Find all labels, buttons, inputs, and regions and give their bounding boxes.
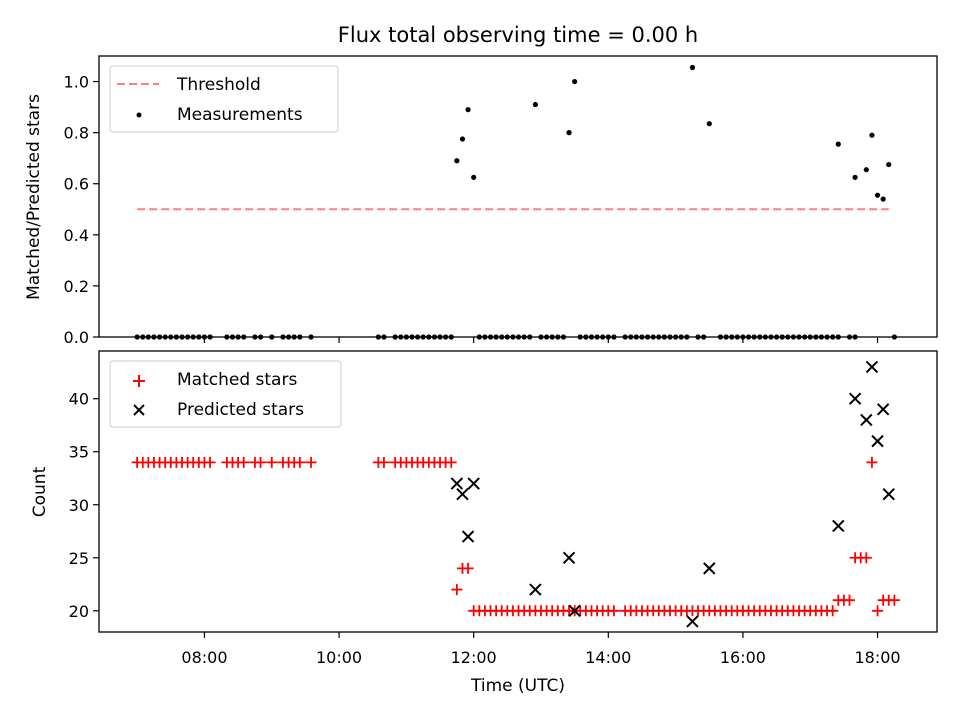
ratio-panel: 0.0 0.2 0.4 0.6 0.8 1.0 Matched/Predicted sta… [24, 55, 938, 347]
ratio-y-tick-label: 0.0 [64, 328, 89, 347]
threshold-legend-label: Threshold [176, 75, 261, 95]
ratio-axes-frame [98, 55, 938, 338]
matched-star-point [305, 456, 317, 468]
measurement-point [566, 130, 572, 136]
predicted-star-point [562, 551, 576, 564]
count-plot-area [131, 360, 900, 628]
matched-star-point [378, 456, 390, 468]
chart-title: Flux total observing time = 0.00 h [338, 23, 698, 47]
x-tick-label: 14:00 [585, 648, 631, 667]
predicted-star-point [832, 519, 845, 533]
matched-star-point [827, 605, 839, 617]
ratio-axes-ticks: 0.0 0.2 0.4 0.6 0.8 1.0 [64, 73, 879, 347]
predicted-legend-swatch [133, 404, 145, 416]
ratio-legend-box [109, 65, 339, 133]
matched-legend-label: Matched stars [177, 370, 297, 390]
matched-star-point [255, 456, 267, 468]
measurement-point [706, 121, 712, 127]
measurement-point [471, 174, 477, 180]
matched-star-point [445, 456, 457, 468]
count-y-tick-label: 20 [69, 602, 89, 621]
count-y-tick-label: 30 [69, 496, 89, 515]
predicted-star-point [568, 604, 581, 617]
ratio-y-tick-label: 0.2 [64, 277, 89, 296]
predicted-star-point [848, 392, 862, 405]
x-tick-label: 18:00 [854, 648, 900, 667]
count-panel: 20 25 30 35 40 08:00 10:00 12:00 14:00 16:00 18:00… [30, 350, 938, 696]
predicted-star-point [450, 477, 464, 490]
count-y-tick-label: 35 [69, 443, 89, 462]
matched-star-point [888, 594, 900, 606]
ratio-y-axis-label: Matched/Predicted stars [24, 94, 44, 300]
predicted-star-point [686, 615, 699, 628]
x-tick-label: 08:00 [181, 648, 227, 667]
matched-star-point [860, 552, 872, 564]
measurement-point [874, 192, 881, 198]
matched-star-point [204, 456, 216, 468]
count-y-tick-label: 40 [69, 390, 89, 409]
count-legend: Matched stars Predicted stars [109, 360, 342, 428]
matched-star-point [608, 605, 620, 617]
measurement-point [459, 136, 466, 142]
measurements-legend-label: Measurements [177, 105, 303, 125]
predicted-star-point [461, 530, 475, 543]
measurements-legend-swatch [136, 112, 142, 118]
matched-star-point [462, 562, 474, 574]
predicted-star-point [876, 403, 890, 416]
ratio-y-tick-label: 1.0 [64, 73, 89, 92]
measurement-point [572, 78, 578, 85]
matched-star-point [294, 456, 306, 468]
matched-star-point [451, 584, 463, 596]
predicted-legend-label: Predicted stars [177, 400, 304, 420]
measurement-point [454, 158, 460, 164]
measurement-point [863, 167, 869, 173]
measurement-point [835, 141, 841, 147]
predicted-star-point [529, 583, 542, 596]
x-axis-label: Time (UTC) [470, 676, 565, 696]
matched-star-point [843, 594, 855, 606]
x-tick-label: 10:00 [316, 648, 362, 667]
measurement-point [880, 196, 886, 202]
measurement-point [869, 132, 875, 138]
predicted-star-point [882, 487, 895, 501]
predicted-star-point [467, 477, 480, 490]
x-tick-label: 16:00 [720, 648, 766, 667]
matched-star-point [238, 456, 250, 468]
count-legend-box [109, 360, 342, 428]
measurement-point [532, 101, 538, 108]
matched-star-point [866, 456, 878, 468]
count-y-axis-label: Count [30, 466, 50, 517]
matched-star-point [872, 605, 884, 617]
count-axes-ticks: 20 25 30 35 40 08:00 10:00 12:00 14:00 16:00 18:00 [69, 390, 901, 667]
predicted-star-point [456, 487, 469, 501]
count-axes-frame [98, 350, 938, 633]
measurement-point [689, 64, 696, 71]
x-tick-label: 12:00 [451, 648, 497, 667]
ratio-legend: Threshold Measurements [109, 65, 339, 133]
ratio-y-tick-label: 0.4 [64, 226, 89, 245]
measurement-point [886, 161, 892, 168]
ratio-y-tick-label: 0.6 [64, 175, 89, 194]
count-y-tick-label: 25 [69, 549, 89, 568]
matched-legend-swatch [133, 375, 145, 387]
measurement-point [852, 174, 858, 180]
predicted-star-point [865, 360, 879, 374]
measurement-point [465, 107, 471, 113]
predicted-star-point [871, 434, 884, 448]
matched-star-point [266, 456, 278, 468]
predicted-star-point [703, 562, 716, 575]
predicted-star-point [860, 413, 873, 427]
ratio-y-tick-label: 0.8 [64, 124, 89, 143]
